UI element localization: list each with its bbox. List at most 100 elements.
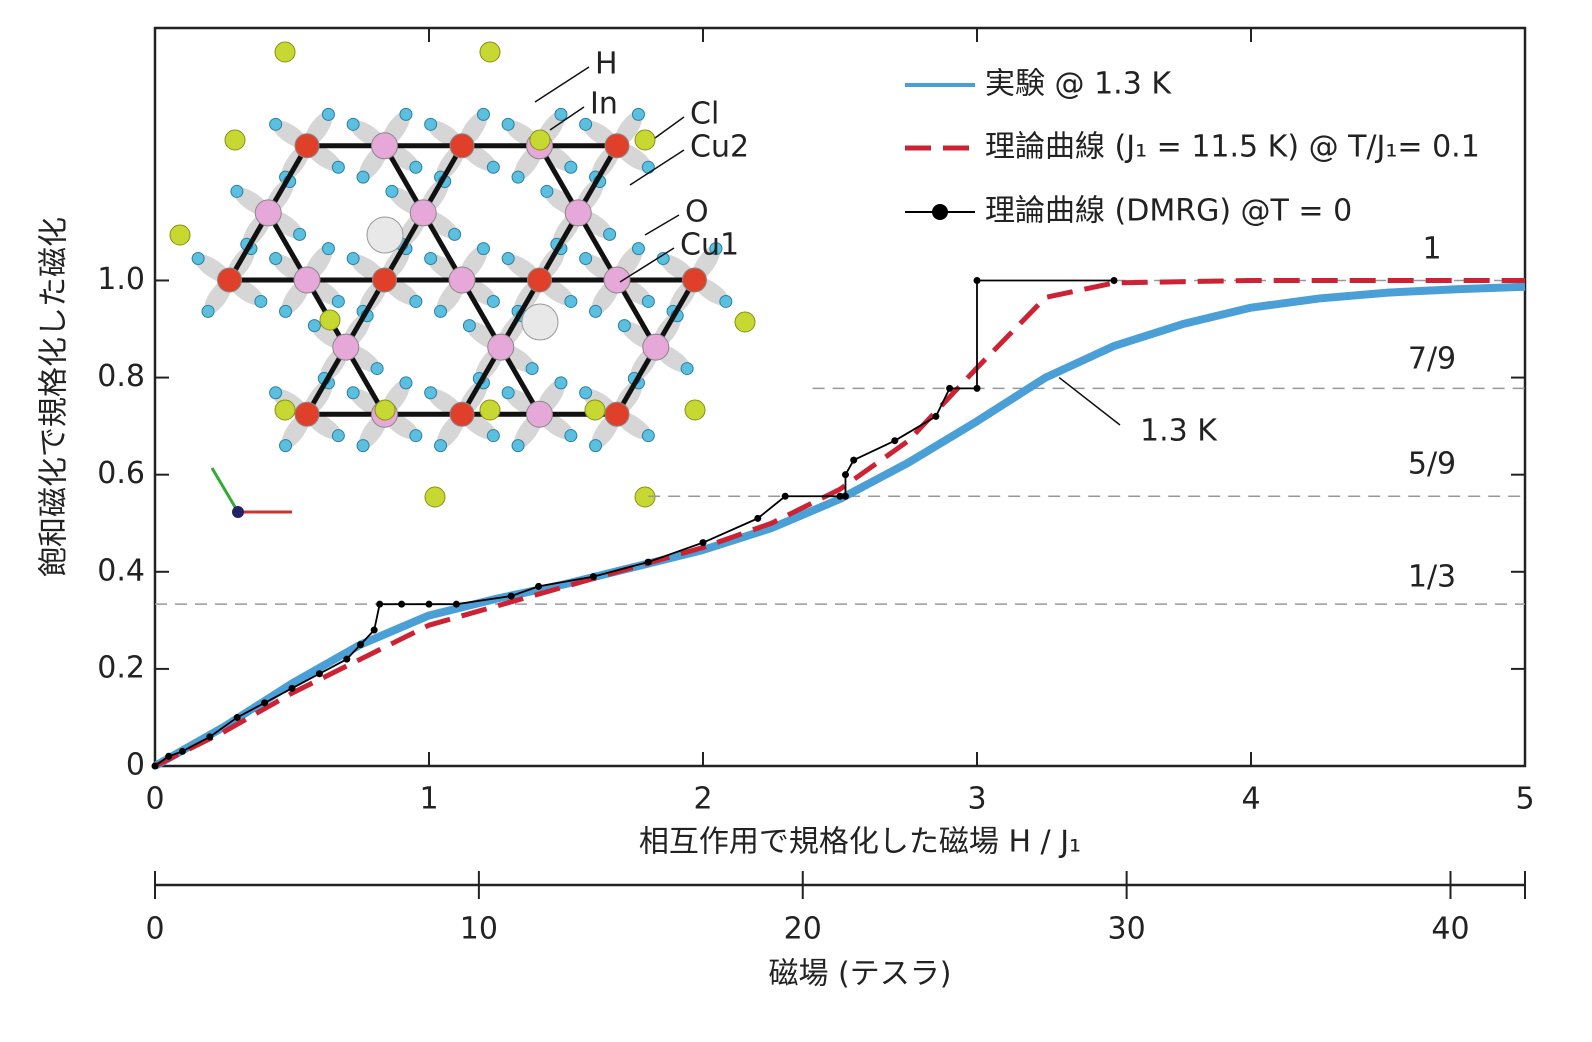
oxygen — [424, 252, 438, 266]
cu2-atom — [371, 132, 398, 160]
inset-leader — [534, 66, 590, 103]
data-point — [973, 384, 981, 392]
cu2-atom — [409, 199, 437, 227]
oxygen — [486, 160, 500, 174]
oxygen — [641, 160, 655, 174]
oxygen — [409, 160, 423, 174]
x-tick-label: 3 — [967, 782, 986, 817]
inset-label: Cu2 — [690, 130, 749, 165]
x-axis-label: 相互作用で規格化した磁場 H / J₁ — [639, 825, 1081, 860]
oxygen — [579, 117, 593, 131]
oxygen — [579, 252, 593, 266]
oxygen — [346, 252, 360, 266]
oxygen — [346, 386, 360, 400]
data-point — [973, 276, 981, 284]
oxygen — [293, 227, 307, 241]
reference-label: 1/3 — [1408, 560, 1456, 595]
oxygen — [603, 227, 617, 241]
data-point — [841, 492, 849, 500]
oxygen — [486, 429, 500, 443]
data-point — [781, 492, 789, 500]
x2-axis-label: 磁場 (テスラ) — [769, 957, 952, 992]
oxygen — [476, 107, 490, 121]
data-point — [946, 384, 954, 392]
annotation: 1.3 K — [1140, 414, 1218, 449]
oxygen — [434, 304, 448, 318]
oxygen — [346, 117, 360, 131]
data-point — [343, 655, 351, 663]
inset-leader — [644, 214, 680, 236]
cl-atom — [169, 224, 191, 246]
oxygen — [409, 294, 423, 308]
oxygen — [540, 184, 554, 198]
cl-atom — [479, 399, 501, 421]
cu1-atom — [604, 401, 630, 427]
inset-label: O — [685, 195, 709, 230]
oxygen — [269, 117, 283, 131]
oxygen — [307, 319, 321, 333]
data-point — [357, 641, 364, 649]
data-point — [165, 752, 173, 760]
cl-atom — [634, 486, 656, 508]
data-point — [425, 600, 433, 608]
cl-atom — [529, 129, 551, 151]
cu2-atom — [293, 266, 321, 294]
oxygen — [631, 242, 645, 256]
cu1-atom — [372, 267, 397, 293]
series-line — [153, 277, 1525, 769]
inset-leader — [654, 116, 685, 139]
cu2-atom — [564, 199, 592, 227]
oxygen — [424, 386, 438, 400]
legend-label: 理論曲線 (J₁ = 11.5 K) @ T/J₁= 0.1 — [985, 130, 1480, 165]
oxygen — [617, 319, 631, 333]
oxygen — [719, 294, 733, 308]
x2-tick-label: 10 — [460, 912, 498, 947]
reference-label: 5/9 — [1408, 447, 1456, 482]
cu1-atom — [527, 267, 552, 293]
y-tick-label: 0.8 — [97, 359, 145, 394]
cu1-atom — [604, 133, 630, 159]
cu1-atom — [217, 267, 242, 293]
data-point — [398, 600, 406, 608]
oxygen — [399, 107, 413, 121]
reference-label: 1 — [1422, 232, 1441, 267]
data-point — [841, 471, 849, 479]
data-point — [836, 492, 844, 500]
oxygen — [709, 242, 723, 256]
x-tick-label: 2 — [693, 782, 712, 817]
oxygen — [501, 386, 515, 400]
oxygen — [370, 362, 384, 376]
oxygen — [501, 252, 515, 266]
cl-atom — [274, 399, 296, 421]
oxygen — [448, 227, 462, 241]
y-tick-label: 0.6 — [97, 456, 145, 491]
oxygen — [462, 319, 476, 333]
data-point — [535, 582, 543, 590]
reference-label: 7/9 — [1408, 342, 1456, 377]
data-point — [233, 713, 241, 721]
data-point — [699, 539, 707, 547]
series-line — [154, 279, 1114, 767]
oxygen — [331, 294, 345, 308]
oxygen — [269, 252, 283, 266]
oxygen — [321, 242, 335, 256]
inset-leader — [629, 149, 685, 186]
oxygen — [564, 160, 578, 174]
cu2-atom — [603, 266, 631, 294]
data-point — [850, 456, 858, 464]
cl-atom — [374, 399, 396, 421]
oxygen — [201, 304, 215, 318]
axis-arrow — [210, 467, 240, 513]
data-point — [644, 558, 652, 566]
oxygen — [279, 439, 293, 453]
oxygen — [641, 429, 655, 443]
cu2-atom — [487, 333, 515, 361]
oxygen — [554, 107, 568, 121]
y-tick-label: 0.4 — [97, 553, 145, 588]
inset-label: In — [590, 87, 618, 122]
oxygen — [554, 376, 568, 390]
legend-label: 理論曲線 (DMRG) @T = 0 — [985, 194, 1352, 229]
data-point — [288, 684, 296, 692]
legend-label: 実験 @ 1.3 K — [985, 67, 1172, 102]
